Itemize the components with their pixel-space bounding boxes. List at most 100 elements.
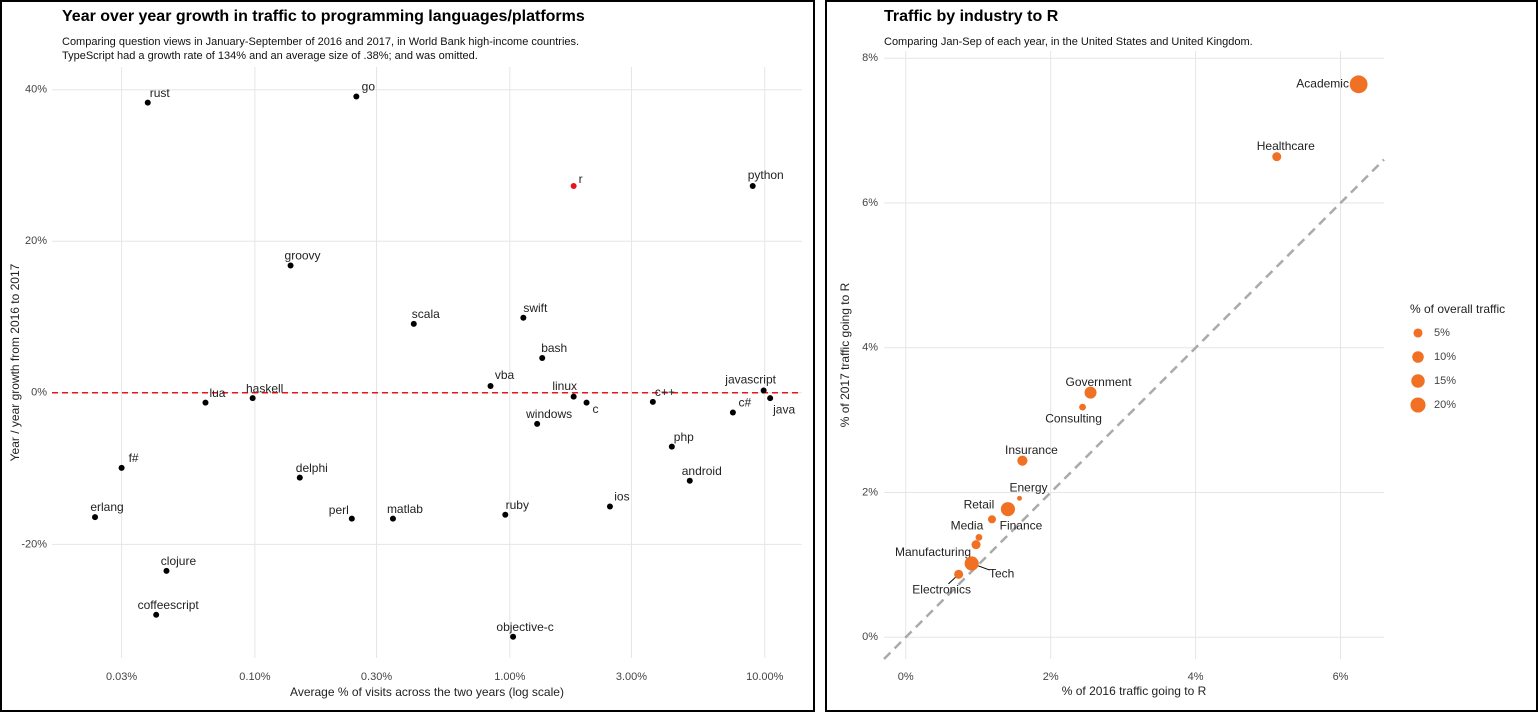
- point: [287, 262, 294, 269]
- point: [520, 314, 527, 321]
- point-label: r: [579, 172, 583, 186]
- bubble: [1000, 502, 1015, 517]
- y-tick-label: 0%: [862, 631, 878, 643]
- x-tick-label: 3.00%: [616, 671, 647, 683]
- x-tick-label: 6%: [1333, 671, 1349, 683]
- bubble: [1017, 495, 1022, 501]
- point: [539, 354, 546, 361]
- chart-subtitle: Comparing question views in January-Sept…: [62, 36, 579, 48]
- point-label: matlab: [387, 502, 423, 516]
- point-label: groovy: [285, 249, 321, 263]
- x-axis-label: % of 2016 traffic going to R: [1062, 684, 1207, 698]
- point-label: objective-c: [496, 620, 553, 634]
- bubble-label: Government: [1066, 375, 1133, 389]
- chart-title: Year over year growth in traffic to prog…: [62, 8, 585, 25]
- x-tick-label: 0.30%: [361, 671, 392, 683]
- bubble: [987, 515, 996, 524]
- point: [249, 395, 256, 402]
- bubble: [954, 569, 964, 579]
- y-tick-label: 4%: [862, 342, 878, 354]
- legend-label: 20%: [1434, 399, 1456, 411]
- bubble-label: Energy: [1009, 480, 1047, 494]
- point-label: rust: [150, 86, 171, 100]
- bubble-label: Academic: [1296, 76, 1349, 90]
- point: [92, 514, 99, 521]
- point: [487, 382, 494, 389]
- point-label: ruby: [506, 498, 529, 512]
- bubble: [971, 540, 981, 550]
- point-label: vba: [495, 368, 515, 382]
- x-tick-label: 4%: [1188, 671, 1204, 683]
- point-label: haskell: [246, 381, 283, 395]
- point: [144, 99, 151, 106]
- point: [729, 409, 736, 416]
- point: [668, 443, 675, 450]
- point-label: clojure: [161, 554, 197, 568]
- point: [649, 398, 656, 405]
- x-tick-label: 10.00%: [746, 671, 784, 683]
- bubble-label: Insurance: [1005, 443, 1058, 457]
- bubble: [964, 556, 979, 571]
- bubble: [1272, 152, 1282, 162]
- x-tick-label: 0.10%: [239, 671, 270, 683]
- legend-label: 15%: [1434, 375, 1456, 387]
- chart-subtitle: TypeScript had a growth rate of 134% and…: [62, 50, 478, 62]
- y-axis-label: Year / year growth from 2016 to 2017: [8, 263, 22, 461]
- x-axis-label: Average % of visits across the two years…: [290, 685, 564, 699]
- point: [760, 387, 767, 394]
- y-tick-label: 40%: [25, 84, 47, 96]
- legend-key: [1412, 351, 1424, 363]
- panel-border: [0, 0, 815, 712]
- bubble-label: Healthcare: [1257, 139, 1315, 153]
- bubble-label: Consulting: [1045, 411, 1102, 425]
- point-label: c: [593, 402, 599, 416]
- legend-key: [1411, 374, 1425, 388]
- y-tick-label: 2%: [862, 486, 878, 498]
- point-label: scala: [412, 307, 440, 321]
- chart-subtitle: Comparing Jan-Sep of each year, in the U…: [884, 36, 1253, 48]
- point: [510, 633, 517, 640]
- point-label: java: [772, 402, 795, 416]
- point: [686, 477, 693, 484]
- point: [202, 399, 209, 406]
- bubble-label: Manufacturing: [895, 545, 971, 559]
- legend-title: % of overall traffic: [1410, 302, 1505, 316]
- point: [163, 567, 170, 574]
- reference-line: [883, 158, 1385, 660]
- point-label: php: [674, 430, 694, 444]
- point: [767, 395, 774, 402]
- point-label: perl: [329, 503, 349, 517]
- point-label: go: [362, 80, 376, 94]
- point: [606, 503, 613, 510]
- point: [118, 464, 125, 471]
- point-label: lua: [209, 386, 225, 400]
- bubble: [1349, 75, 1368, 94]
- bubble: [975, 533, 983, 541]
- x-tick-label: 1.00%: [494, 671, 525, 683]
- y-axis-label: % of 2017 traffic going to R: [838, 282, 852, 427]
- bubble: [1017, 455, 1028, 466]
- legend-label: 10%: [1434, 351, 1456, 363]
- bubble-label: Finance: [1000, 518, 1043, 532]
- point: [410, 320, 417, 327]
- point-label: windows: [525, 407, 572, 421]
- point-label: linux: [552, 379, 577, 393]
- bubble-label: Retail: [964, 497, 995, 511]
- point: [749, 182, 756, 189]
- point: [353, 93, 360, 100]
- point-label: f#: [129, 451, 139, 465]
- legend-key: [1410, 397, 1426, 413]
- point-label: erlang: [90, 500, 123, 514]
- point: [570, 182, 577, 189]
- point-label: python: [748, 168, 784, 182]
- point: [583, 399, 590, 406]
- point: [502, 511, 509, 518]
- point-label: c#: [739, 396, 752, 410]
- point: [570, 393, 577, 400]
- y-tick-label: 20%: [25, 235, 47, 247]
- point-label: ios: [614, 490, 629, 504]
- bubble: [1084, 386, 1097, 399]
- point: [389, 515, 396, 522]
- point-label: delphi: [296, 461, 328, 475]
